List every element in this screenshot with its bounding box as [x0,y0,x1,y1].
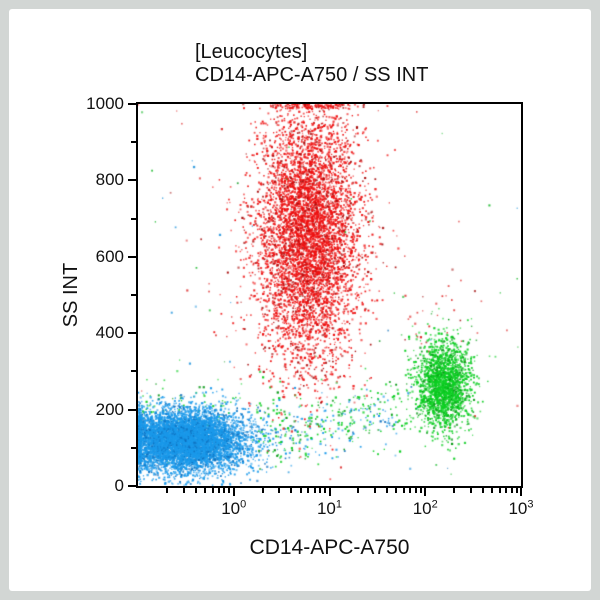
x-minor-tick [386,488,389,493]
x-tick-label: 100 [221,498,247,518]
x-major-tick [232,488,235,496]
y-minor-tick [131,141,136,144]
y-major-tick [128,332,136,335]
x-minor-tick [374,488,377,493]
y-major-tick [128,485,136,487]
x-minor-tick [469,488,472,493]
parameters-title: CD14-APC-A750 / SS INT [195,64,429,86]
x-minor-tick [299,488,302,493]
x-minor-tick [165,488,168,493]
x-minor-tick [403,488,405,493]
x-minor-tick [307,488,310,493]
plot-frame [136,102,523,488]
x-minor-tick [491,488,494,493]
x-minor-tick [357,488,360,493]
x-minor-tick [481,488,484,493]
x-minor-tick [414,488,417,493]
scatter-canvas [138,104,521,486]
gate-title: [Leucocytes] [195,41,308,63]
x-minor-tick [453,488,456,493]
x-minor-tick [290,488,293,493]
x-minor-tick [395,488,398,493]
x-minor-tick [211,488,214,493]
y-major-tick [128,255,136,258]
x-axis-label: CD14-APC-A750 [249,536,410,559]
x-minor-tick [203,488,206,493]
x-minor-tick [182,488,185,493]
x-minor-tick [419,488,422,493]
y-major-tick [128,179,136,182]
x-minor-tick [510,488,513,493]
x-minor-tick [261,488,264,493]
y-tick-label: 400 [95,323,124,343]
y-tick-label: 600 [95,246,124,266]
x-minor-tick [515,488,518,493]
x-minor-tick [498,488,501,493]
x-major-tick [520,488,522,496]
x-minor-tick [278,488,281,493]
x-major-tick [328,488,331,496]
plot-title-block: [Leucocytes] CD14-APC-A750 / SS INT [195,41,428,87]
x-minor-tick [228,488,231,493]
x-minor-tick [505,488,508,493]
y-minor-tick [131,217,136,220]
x-minor-tick [313,488,316,493]
x-minor-tick [217,488,220,493]
plot-background: [Leucocytes] CD14-APC-A750 / SS INT SS I… [9,9,591,591]
y-tick-label: 800 [95,170,124,190]
x-minor-tick [319,488,322,493]
x-minor-tick [409,488,412,493]
x-minor-tick [194,488,197,493]
y-tick-label: 200 [95,399,124,419]
x-tick-label: 103 [508,498,534,518]
y-major-tick [128,408,136,411]
x-major-tick [424,488,427,496]
x-tick-label: 102 [412,498,438,518]
x-tick-label: 101 [316,498,343,518]
y-major-tick [128,103,136,105]
x-minor-tick [223,488,226,493]
y-minor-tick [131,370,136,373]
x-minor-tick [324,488,327,493]
y-tick-label: 0 [114,476,124,495]
y-tick-label: 1000 [86,94,124,113]
y-minor-tick [131,294,136,296]
y-minor-tick [131,446,136,449]
